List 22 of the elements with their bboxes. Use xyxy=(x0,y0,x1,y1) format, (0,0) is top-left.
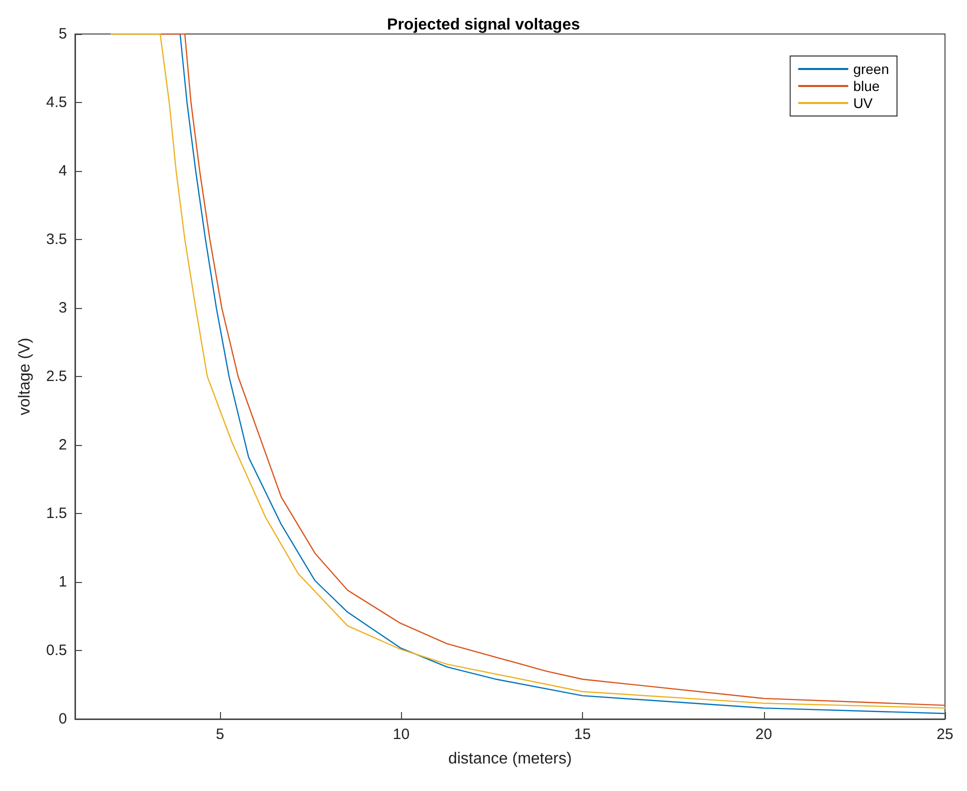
y-tick-label: 0 xyxy=(58,710,67,728)
y-tick-label: 0.5 xyxy=(46,642,67,659)
legend-label: blue xyxy=(853,78,880,94)
y-tick-label: 5 xyxy=(58,26,67,42)
y-tick-label: 1.5 xyxy=(46,505,67,522)
chart-title: Projected signal voltages xyxy=(387,16,580,34)
x-tick-label: 10 xyxy=(392,726,410,743)
y-tick-label: 3.5 xyxy=(46,231,67,248)
y-tick-label: 4 xyxy=(58,162,67,180)
y-tick-label: 1 xyxy=(58,574,67,590)
y-tick-label: 2.5 xyxy=(46,368,67,385)
x-tick-label: 15 xyxy=(574,726,591,743)
x-axis-title: distance (meters) xyxy=(448,750,572,768)
x-tick-label: 20 xyxy=(755,726,772,743)
y-tick-label: 4.5 xyxy=(46,94,67,111)
x-tick-label: 5 xyxy=(216,726,224,743)
legend-label: UV xyxy=(853,95,874,111)
x-tick-label: 25 xyxy=(936,726,954,743)
y-tick-label: 3 xyxy=(58,300,67,316)
y-tick-label: 2 xyxy=(58,436,67,454)
y-axis-title: voltage (V) xyxy=(16,338,34,416)
legend-label: green xyxy=(853,61,890,77)
